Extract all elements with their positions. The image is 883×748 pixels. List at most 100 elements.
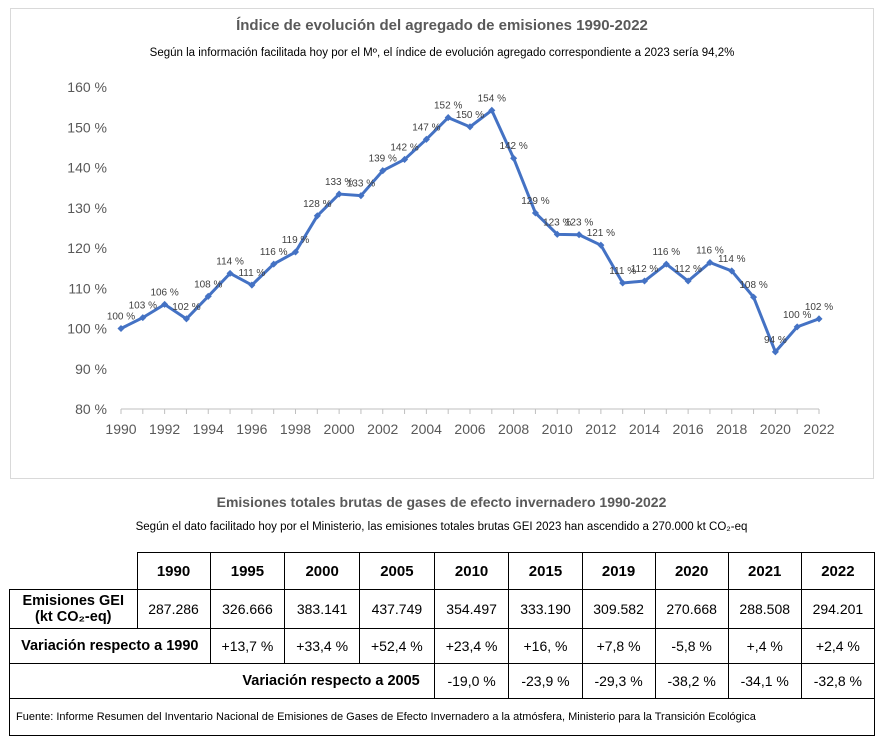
x-tick-label: 2004 (411, 421, 442, 437)
data-point (815, 315, 823, 323)
data-point (597, 241, 605, 249)
data-label: 121 % (587, 228, 615, 239)
emissions-cell: 333.190 (508, 589, 583, 629)
year-header: 2000 (284, 552, 361, 590)
emissions-cell: 326.666 (209, 589, 286, 629)
data-label: 147 % (412, 122, 440, 133)
x-tick-label: 2000 (324, 421, 355, 437)
y-tick-label: 150 % (67, 119, 107, 135)
variation-1990-row: Variación respecto a 1990 +13,7 % +33,4 … (9, 628, 876, 664)
emissions-row-label: Emisiones GEI (kt CO₂-eq) (9, 589, 138, 629)
y-tick-label: 80 % (75, 401, 107, 417)
variation-2005-label: Variación respecto a 2005 (9, 663, 435, 699)
emissions-label-line1: Emisiones GEI (22, 593, 125, 609)
x-tick-label: 2018 (716, 421, 747, 437)
variation-2005-cell: -29,3 % (581, 663, 656, 699)
emissions-cell: 383.141 (284, 589, 361, 629)
data-point (313, 212, 321, 220)
data-point (510, 154, 518, 162)
variation-2005-cell: -19,0 % (433, 663, 510, 699)
variation-1990-cell: +13,7 % (209, 628, 286, 664)
data-label: 139 % (369, 154, 397, 165)
variation-1990-cell: +33,4 % (284, 628, 361, 664)
data-label: 116 % (260, 247, 288, 258)
variation-1990-cell: +2,4 % (800, 628, 876, 664)
data-point (379, 167, 387, 175)
data-point (182, 315, 190, 323)
data-point (226, 269, 234, 277)
variation-1990-cell: +,4 % (727, 628, 802, 664)
data-label: 100 % (783, 310, 811, 321)
x-tick-label: 1994 (193, 421, 224, 437)
data-label: 102 % (172, 302, 200, 313)
data-label: 123 % (565, 218, 593, 229)
variation-2005-cell: -23,9 % (508, 663, 583, 699)
data-point (466, 123, 474, 131)
year-header: 2020 (654, 552, 729, 590)
year-header: 1990 (136, 552, 211, 590)
data-label: 100 % (107, 312, 135, 323)
chart-subtitle: Según la información facilitada hoy por … (149, 47, 735, 59)
table-corner (9, 552, 137, 590)
x-tick-label: 2014 (629, 421, 660, 437)
emissions-row: Emisiones GEI (kt CO₂-eq) 287.286 326.66… (9, 589, 876, 629)
data-label: 116 % (696, 245, 724, 256)
data-point (771, 348, 779, 356)
data-point (444, 114, 452, 122)
data-point (662, 260, 670, 268)
x-tick-label: 2006 (454, 421, 485, 437)
data-label: 142 % (499, 141, 527, 152)
data-point (684, 277, 692, 285)
x-tick-label: 2020 (760, 421, 791, 437)
data-point (161, 300, 169, 308)
data-label: 119 % (282, 235, 310, 246)
emissions-label-line2: (kt CO₂-eq) (34, 609, 112, 625)
data-point (750, 293, 758, 301)
data-label: 114 % (216, 256, 244, 267)
emissions-cell: 287.286 (136, 589, 211, 629)
data-label: 106 % (150, 287, 178, 298)
data-label: 154 % (478, 93, 506, 104)
data-point (619, 279, 627, 287)
data-point (291, 248, 300, 256)
emissions-cell: 354.497 (433, 589, 510, 629)
data-point (488, 106, 496, 114)
x-tick-label: 1990 (105, 421, 136, 437)
data-label: 123 % (543, 217, 571, 228)
data-label: 129 % (521, 196, 549, 207)
source-row: Fuente: Informe Resumen del Inventario N… (9, 698, 875, 736)
data-point (204, 292, 212, 300)
variation-2005-row: Variación respecto a 2005 -19,0 % -23,9 … (9, 663, 876, 699)
year-header: 2010 (433, 552, 510, 590)
data-label: 94 % (764, 335, 787, 346)
y-tick-label: 90 % (75, 361, 107, 377)
line-chart: 80 % 90 % 100 % 110 % 120 % 130 % 140 % 150 % 16… (67, 79, 834, 437)
y-tick-label: 120 % (67, 240, 107, 256)
variation-2005-cell: -38,2 % (654, 663, 729, 699)
data-point (139, 314, 147, 322)
y-tick-label: 110 % (68, 280, 107, 296)
year-header: 2021 (727, 552, 802, 590)
x-tick-label: 1998 (280, 421, 311, 437)
data-point (575, 231, 583, 239)
emissions-cell: 437.749 (359, 589, 435, 629)
data-label: 111 % (238, 268, 265, 279)
variation-1990-cell: -5,8 % (654, 628, 729, 664)
data-point (640, 277, 649, 285)
emissions-cell: 294.201 (800, 589, 876, 629)
data-point (728, 267, 736, 275)
data-label: 112 % (674, 264, 702, 275)
emissions-cell: 270.668 (654, 589, 729, 629)
data-label: 111 % (609, 266, 636, 277)
year-header: 2019 (581, 552, 656, 590)
series-line (119, 108, 821, 354)
variation-1990-cell: +52,4 % (359, 628, 435, 664)
data-label: 133 % (347, 179, 375, 190)
variation-1990-cell: +16, % (508, 628, 583, 664)
data-label: 108 % (739, 280, 767, 291)
x-tick-label: 2022 (803, 421, 834, 437)
year-header: 2005 (359, 552, 435, 590)
variation-1990-label: Variación respecto a 1990 (9, 628, 211, 664)
data-point (793, 323, 801, 331)
emissions-cell: 288.508 (727, 589, 802, 629)
